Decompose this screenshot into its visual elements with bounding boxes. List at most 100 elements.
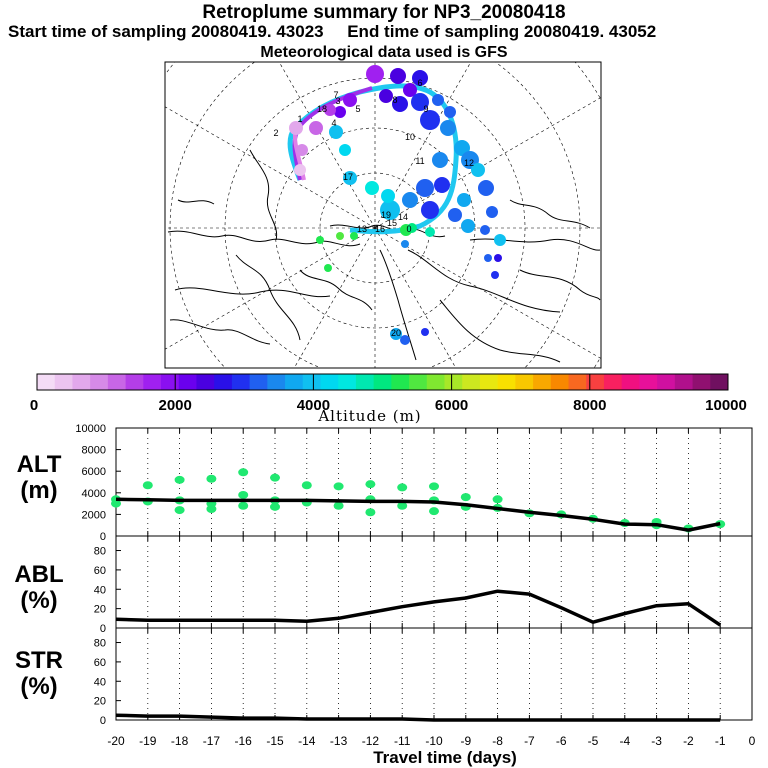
altitude-scatter-point	[270, 473, 280, 482]
cluster-dot	[380, 200, 400, 220]
altitude-scatter-point	[333, 482, 344, 491]
coastline	[169, 319, 271, 345]
cluster-dot	[471, 163, 485, 177]
abl-y-tick-label: 40	[94, 584, 106, 596]
cluster-dot	[365, 181, 379, 195]
colorbar-swatch	[196, 374, 215, 390]
cluster-dot	[420, 110, 440, 130]
colorbar-swatch	[285, 374, 304, 390]
colorbar-tick-label: 6000	[435, 397, 468, 414]
coastline	[177, 199, 215, 205]
colorbar-swatch	[692, 374, 711, 390]
altitude-scatter-point	[429, 482, 439, 491]
cluster-dot	[366, 65, 384, 83]
cluster-dot	[432, 94, 444, 106]
trajectory-day-label: 17	[343, 172, 353, 182]
str-y-tick-label: 20	[94, 696, 106, 708]
altitude-scatter-point	[206, 474, 217, 483]
altitude-scatter-point	[365, 508, 376, 517]
alt-y-tick-label: 4000	[82, 488, 106, 500]
abl-series-line	[115, 589, 722, 627]
cluster-dot	[494, 234, 506, 246]
altitude-scatter-point	[174, 506, 185, 515]
colorbar-swatch	[391, 374, 410, 390]
trajectory-day-label: 8	[392, 95, 397, 105]
colorbar-swatch	[479, 374, 499, 390]
x-tick-label: -19	[139, 734, 157, 748]
cluster-dot	[412, 70, 428, 86]
altitude-scatter-point	[238, 501, 249, 510]
str-y-tick-label: 80	[94, 638, 106, 650]
x-tick-label: -11	[394, 734, 411, 748]
cluster-dot	[401, 240, 409, 248]
colorbar-swatch	[426, 374, 446, 390]
x-tick-label: -13	[330, 734, 348, 748]
altitude-scatter-point	[397, 483, 408, 492]
colorbar-tick-label: 10000	[705, 397, 747, 414]
colorbar-swatch	[302, 374, 321, 390]
colorbar-swatch	[107, 374, 127, 390]
colorbar-tick-label: 2000	[159, 397, 192, 414]
coastline	[469, 238, 601, 251]
trajectory-day-label: 7	[333, 90, 338, 100]
altitude-scatter-point	[270, 502, 280, 511]
cluster-dot	[324, 264, 332, 272]
cluster-dot	[343, 171, 357, 185]
colorbar-label: Altitude (m)	[318, 407, 422, 425]
cluster-dot	[379, 89, 393, 103]
colorbar-swatch	[72, 374, 91, 390]
colorbar-swatch	[161, 374, 180, 390]
trajectory-day-label: 18	[317, 104, 327, 114]
cluster-dot	[416, 179, 434, 197]
coastline	[509, 199, 591, 229]
str-series-line	[115, 713, 721, 722]
abl-y-tick-label: 20	[94, 604, 106, 616]
trajectory-day-label: 6	[417, 78, 422, 88]
cluster-dot	[421, 201, 439, 219]
cluster-dot	[402, 192, 418, 208]
altitude-scatter-point	[301, 481, 312, 490]
altitude-scatter-point	[492, 495, 503, 504]
cluster-dot	[432, 152, 448, 168]
x-tick-label: -5	[588, 734, 599, 748]
altitude-scatter-point	[397, 501, 408, 510]
coastline	[379, 249, 417, 361]
cluster-dot	[484, 254, 492, 262]
latitude-circle	[274, 127, 476, 329]
trajectory-day-label: 2	[273, 128, 278, 138]
trajectory-day-label: 20	[391, 328, 401, 338]
cluster-dot	[461, 219, 475, 233]
colorbar-swatch	[90, 374, 109, 390]
colorbar-swatch	[657, 374, 676, 390]
met-data-line: Meteorological data used is GFS	[260, 44, 508, 61]
altitude-scatter-point	[142, 481, 153, 490]
altitude-scatter-point	[174, 475, 185, 484]
coastline	[174, 287, 331, 298]
str-y-tick-label: 0	[100, 715, 106, 727]
trajectory-day-label: 1	[297, 114, 302, 124]
colorbar-swatch	[462, 374, 481, 390]
coastline	[439, 299, 561, 363]
str-label-line2: (%)	[20, 673, 58, 700]
colorbar-swatch	[373, 374, 392, 390]
colorbar-swatch	[355, 374, 375, 390]
trajectory-day-label: 16	[375, 224, 385, 234]
cluster-dot	[324, 104, 336, 116]
trajectory-day-label: 15	[387, 218, 397, 228]
cluster-dot	[316, 236, 324, 244]
x-tick-label: -17	[203, 734, 221, 748]
x-tick-label: -10	[425, 734, 443, 748]
colorbar-swatch	[497, 374, 516, 390]
sampling-times: Start time of sampling 20080419. 43023 E…	[8, 22, 657, 41]
colorbar-swatch	[639, 374, 658, 390]
altitude-scatter-point	[365, 480, 376, 489]
colorbar-swatch	[125, 374, 144, 390]
alt-y-tick-label: 10000	[75, 423, 106, 435]
colorbar-tick-label: 0	[30, 397, 38, 414]
altitude-scatter-point	[111, 499, 121, 508]
x-tick-label: -20	[107, 734, 125, 748]
cluster-dot	[486, 206, 498, 218]
altitude-scatter-point	[206, 505, 217, 513]
